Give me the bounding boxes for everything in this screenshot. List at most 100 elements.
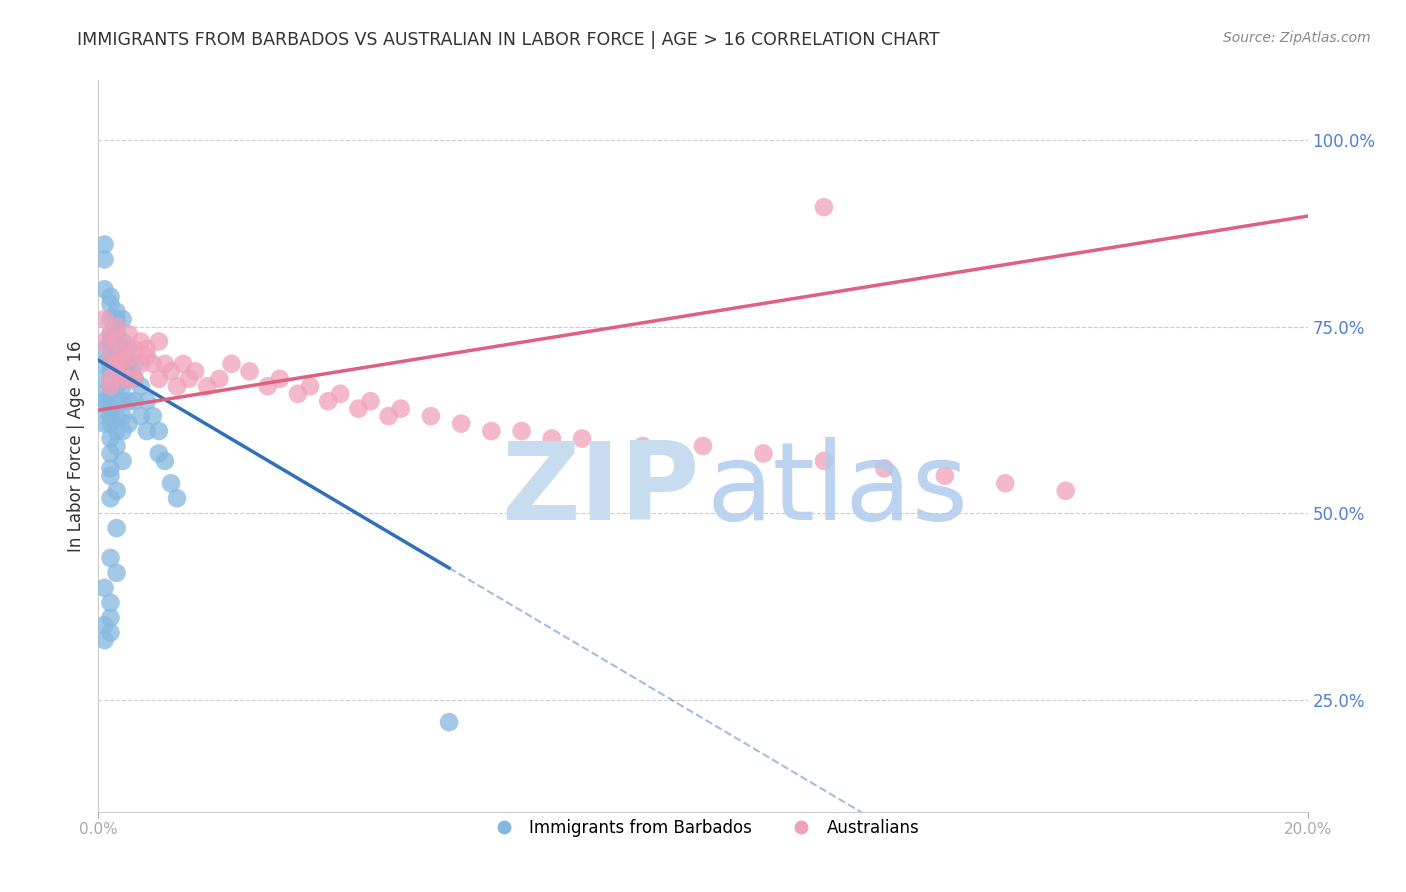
Point	[124, 372, 146, 386]
Point	[118, 326, 141, 341]
Point	[153, 357, 176, 371]
Point	[208, 372, 231, 386]
Point	[166, 491, 188, 506]
Point	[135, 342, 157, 356]
Point	[148, 446, 170, 460]
Point	[105, 483, 128, 498]
Point	[287, 386, 309, 401]
Point	[105, 409, 128, 424]
Point	[118, 372, 141, 386]
Point	[105, 357, 128, 371]
Point	[129, 409, 152, 424]
Point	[752, 446, 775, 460]
Point	[118, 394, 141, 409]
Point	[100, 379, 122, 393]
Point	[118, 417, 141, 431]
Point	[100, 326, 122, 341]
Point	[100, 625, 122, 640]
Point	[111, 394, 134, 409]
Point	[135, 424, 157, 438]
Point	[184, 364, 207, 378]
Point	[93, 417, 115, 431]
Point	[329, 386, 352, 401]
Point	[93, 357, 115, 371]
Point	[118, 350, 141, 364]
Point	[148, 372, 170, 386]
Point	[93, 312, 115, 326]
Point	[111, 454, 134, 468]
Point	[813, 454, 835, 468]
Point	[105, 319, 128, 334]
Point	[100, 446, 122, 460]
Point	[93, 252, 115, 267]
Point	[100, 372, 122, 386]
Point	[631, 439, 654, 453]
Point	[129, 379, 152, 393]
Point	[100, 596, 122, 610]
Point	[221, 357, 243, 371]
Point	[100, 357, 122, 371]
Point	[994, 476, 1017, 491]
Point	[129, 357, 152, 371]
Point	[111, 342, 134, 356]
Point	[93, 372, 115, 386]
Point	[160, 476, 183, 491]
Point	[160, 364, 183, 378]
Point	[510, 424, 533, 438]
Point	[100, 468, 122, 483]
Point	[166, 379, 188, 393]
Point	[100, 409, 122, 424]
Point	[118, 357, 141, 371]
Point	[93, 618, 115, 632]
Point	[111, 350, 134, 364]
Point	[100, 432, 122, 446]
Point	[100, 379, 122, 393]
Point	[105, 372, 128, 386]
Point	[124, 372, 146, 386]
Point	[269, 372, 291, 386]
Point	[135, 394, 157, 409]
Point	[111, 357, 134, 371]
Point	[100, 401, 122, 416]
Point	[934, 468, 956, 483]
Point	[111, 357, 134, 371]
Point	[100, 364, 122, 378]
Point	[142, 357, 165, 371]
Point	[124, 394, 146, 409]
Point	[437, 715, 460, 730]
Point	[100, 290, 122, 304]
Point	[93, 282, 115, 296]
Point	[105, 364, 128, 378]
Point	[111, 379, 134, 393]
Point	[316, 394, 339, 409]
Point	[100, 491, 122, 506]
Point	[299, 379, 322, 393]
Point	[93, 633, 115, 648]
Point	[100, 551, 122, 566]
Point	[377, 409, 399, 424]
Point	[111, 424, 134, 438]
Point	[142, 409, 165, 424]
Point	[105, 342, 128, 356]
Point	[111, 372, 134, 386]
Point	[100, 610, 122, 624]
Point	[105, 334, 128, 349]
Point	[93, 394, 115, 409]
Point	[692, 439, 714, 453]
Point	[118, 342, 141, 356]
Point	[93, 581, 115, 595]
Text: Source: ZipAtlas.com: Source: ZipAtlas.com	[1223, 31, 1371, 45]
Point	[105, 319, 128, 334]
Point	[93, 342, 115, 356]
Text: IMMIGRANTS FROM BARBADOS VS AUSTRALIAN IN LABOR FORCE | AGE > 16 CORRELATION CHA: IMMIGRANTS FROM BARBADOS VS AUSTRALIAN I…	[77, 31, 941, 49]
Point	[100, 350, 122, 364]
Point	[571, 432, 593, 446]
Point	[420, 409, 443, 424]
Point	[105, 357, 128, 371]
Point	[111, 334, 134, 349]
Point	[105, 326, 128, 341]
Point	[105, 357, 128, 371]
Point	[129, 334, 152, 349]
Point	[124, 357, 146, 371]
Point	[105, 521, 128, 535]
